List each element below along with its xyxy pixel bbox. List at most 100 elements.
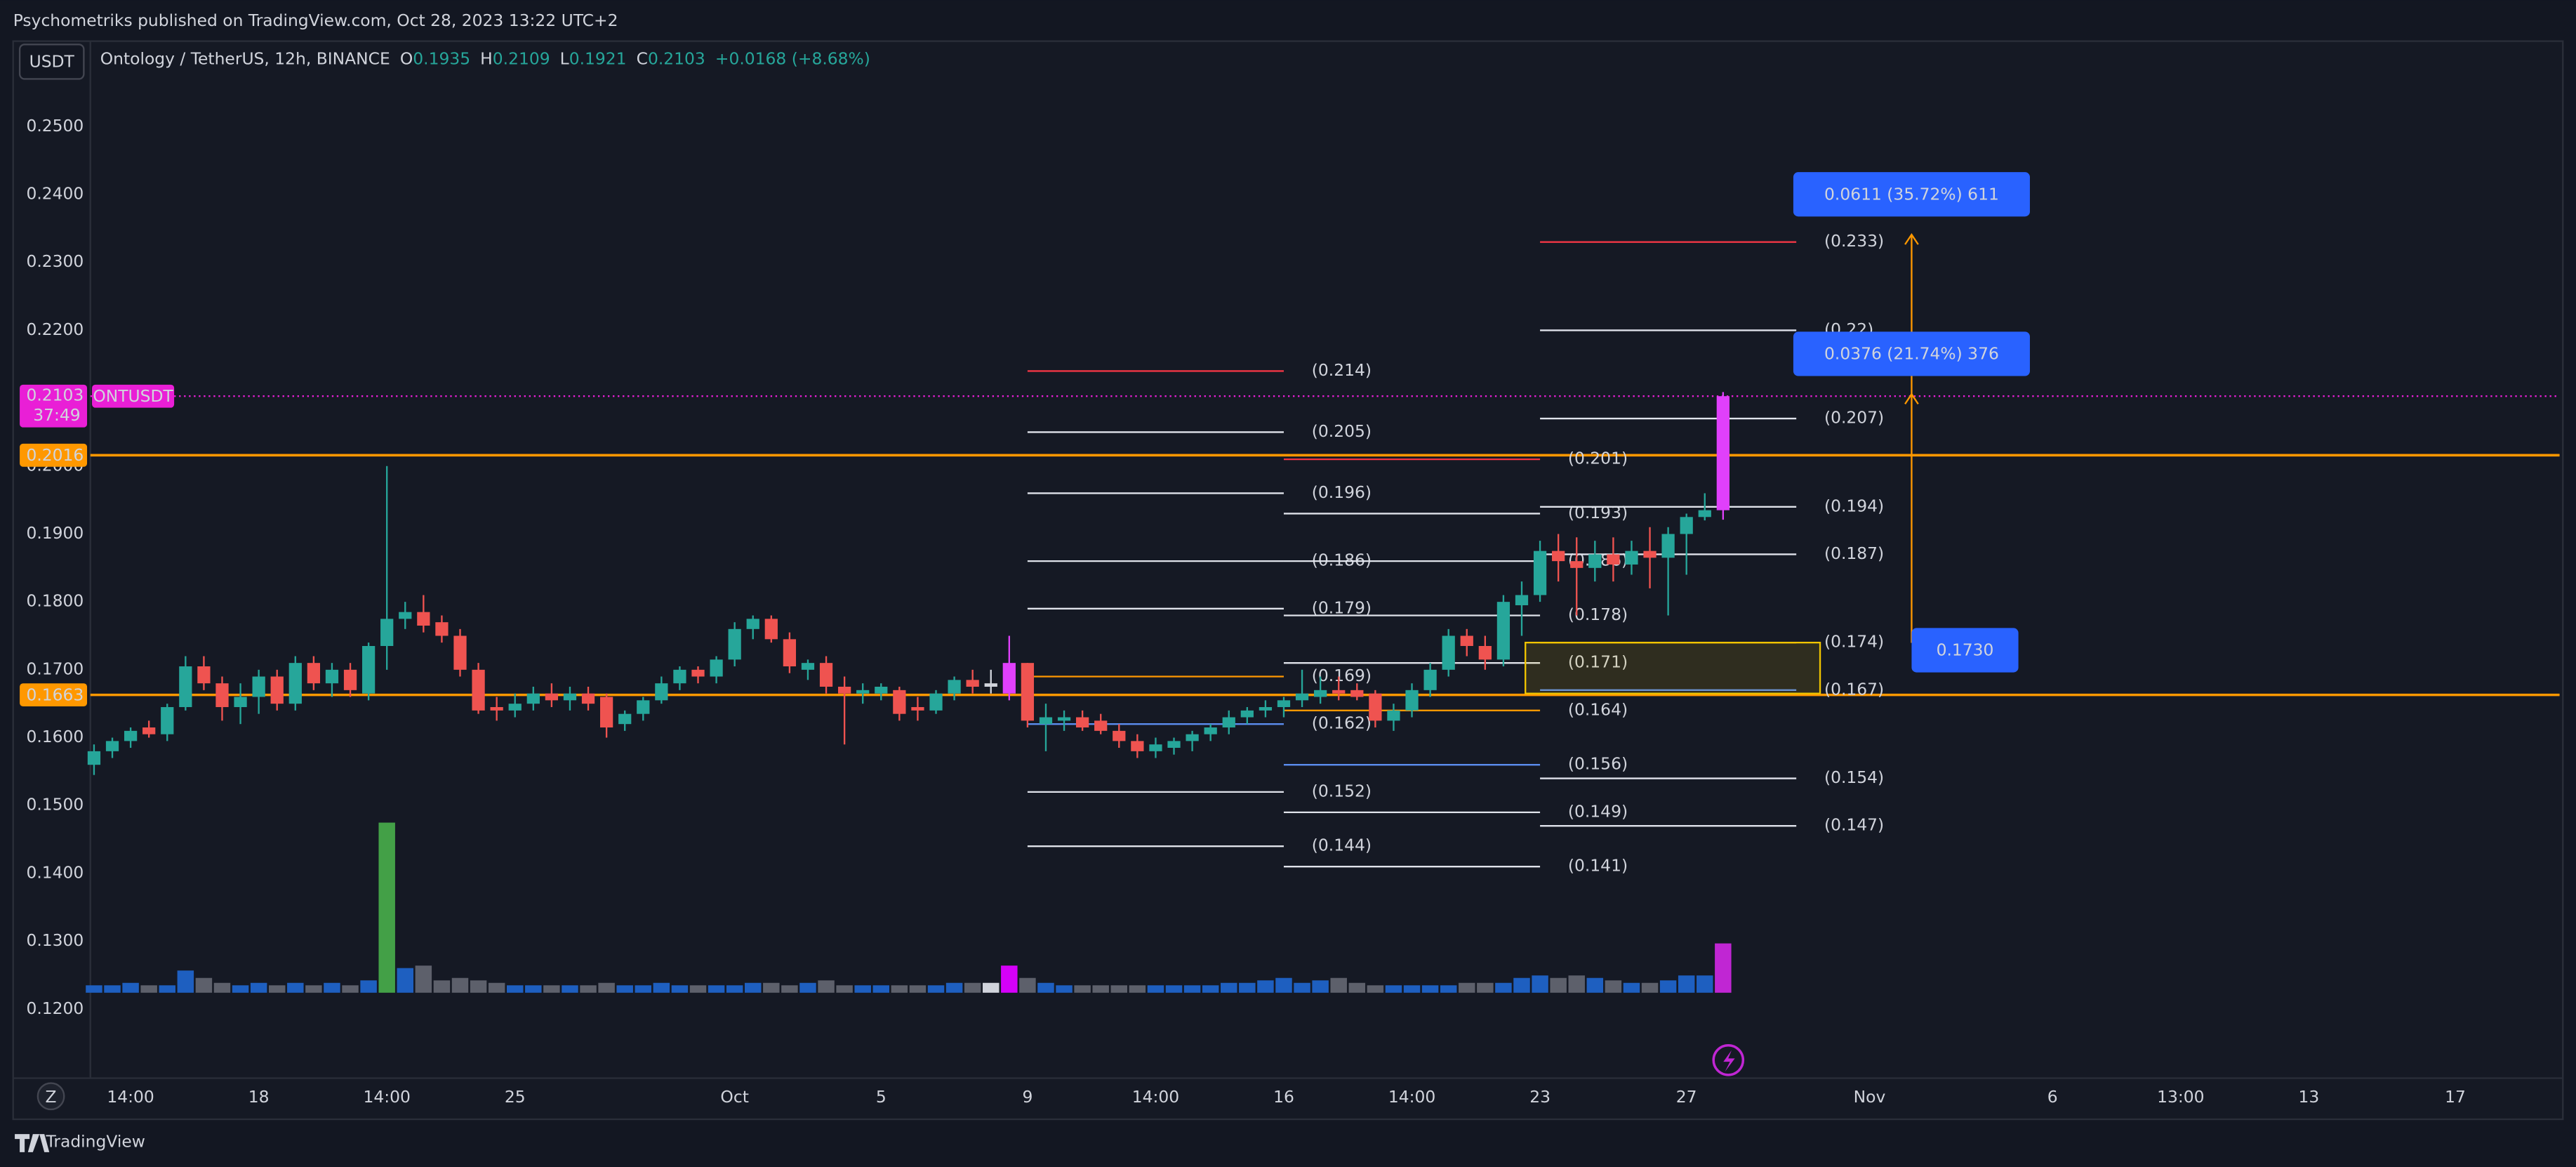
fib-label: (0.171) (1568, 652, 1628, 672)
volume-bar (1477, 982, 1494, 993)
candle-body (1204, 727, 1217, 734)
candle-body (87, 751, 101, 765)
volume-bar (1312, 980, 1329, 993)
candle-body (472, 669, 485, 711)
ohlc-key: O (400, 48, 413, 68)
candle-body (1405, 690, 1419, 711)
zone (1525, 641, 1821, 694)
volume-bar (250, 982, 267, 993)
volume-bar (1257, 980, 1274, 993)
volume-bar (1715, 943, 1732, 993)
candle-body (1295, 693, 1309, 701)
measure-arrowhead (1904, 393, 1919, 404)
x-tick-label: Oct (720, 1087, 748, 1107)
candle-body (1021, 663, 1035, 721)
candle-body (911, 707, 924, 711)
volume-bar (745, 982, 762, 993)
scale-button[interactable] (36, 1082, 65, 1111)
volume-bar (525, 985, 542, 993)
symbol: Ontology / TetherUS, 12h, BINANCE (100, 48, 390, 68)
fib-label: (0.193) (1568, 503, 1628, 522)
volume-bar (86, 985, 102, 993)
volume-bar (799, 982, 816, 993)
candle-body (124, 730, 138, 741)
volume-bar (1183, 985, 1201, 993)
candle-body (252, 676, 265, 697)
volume-bar (1403, 985, 1421, 993)
fib-label: (0.169) (1312, 666, 1372, 685)
fib-label: (0.186) (1312, 550, 1372, 570)
volume-bar (1641, 982, 1659, 993)
candle-body (1222, 717, 1235, 728)
volume-bar (1110, 985, 1128, 993)
volume-bar (1129, 985, 1146, 993)
volume-bar (397, 968, 413, 993)
logo-text: TradingView (46, 1131, 145, 1151)
measure-box (1793, 331, 2030, 376)
candle-body (1167, 741, 1181, 749)
volume-bar (1239, 982, 1256, 993)
volume-bar (891, 985, 908, 993)
candle-body (984, 683, 997, 687)
candle-body (1588, 554, 1602, 568)
fib-label: (0.147) (1824, 815, 1884, 835)
volume-bar (1092, 985, 1109, 993)
candle-body (142, 727, 156, 734)
volume-bar (927, 985, 945, 993)
volume-bar (872, 985, 890, 993)
volume-bar (378, 822, 395, 993)
candle-body (288, 663, 302, 704)
symbol-tag-label: ONTUSDT (93, 386, 173, 406)
volume-bar (1330, 977, 1347, 993)
candle-body (490, 707, 503, 711)
x-tick-label: 18 (248, 1087, 270, 1107)
candle-body (1533, 550, 1547, 595)
candle-body (1460, 635, 1473, 646)
currency-button[interactable] (18, 44, 85, 80)
x-tick-label: 14:00 (1132, 1087, 1179, 1107)
candle-body (746, 619, 759, 629)
volume-bar (451, 977, 469, 993)
volume-bar (1659, 980, 1677, 993)
measure-box (1793, 172, 2030, 217)
fib-label: (0.149) (1568, 801, 1628, 821)
measure-label: 0.0611 (35.72%) 611 (1824, 184, 1999, 204)
currency-button-label: USDT (29, 52, 75, 72)
candle-body (545, 693, 559, 701)
candle-body (343, 669, 357, 690)
volume-bar (671, 985, 689, 993)
candle-body (1552, 550, 1565, 562)
volume-bar (1165, 985, 1183, 993)
volume-bar (964, 982, 981, 993)
volume-bar (708, 985, 725, 993)
candle-body (581, 693, 595, 704)
volume-bar (562, 985, 578, 993)
events-icon[interactable] (1712, 1043, 1745, 1076)
ohlc-key: H (480, 48, 493, 68)
volume-bar (1605, 980, 1622, 993)
candle-body (1387, 710, 1400, 721)
volume-bar (470, 980, 487, 993)
volume-bar (1513, 977, 1530, 993)
volume-bar (781, 985, 798, 993)
candle-body (307, 663, 321, 684)
chart-frame (12, 40, 2564, 1121)
candle-body (637, 700, 650, 714)
candle-body (1350, 690, 1364, 697)
volume-bar (1678, 975, 1695, 993)
y-tick-label: 0.1300 (26, 930, 84, 950)
fib-label: (0.164) (1568, 699, 1628, 719)
candle-body (1625, 550, 1638, 565)
volume-bar (177, 970, 194, 993)
measure-arrowhead (1904, 232, 1919, 245)
x-tick-label: 14:00 (107, 1087, 154, 1107)
volume-bar (433, 980, 451, 993)
plot: 0.25000.24000.23000.22000.21000.20000.19… (20, 116, 2560, 1107)
volume-bar (1532, 975, 1548, 993)
candle-body (1039, 717, 1053, 725)
y-tick-label: 0.1800 (26, 591, 84, 611)
volume-bar (1056, 985, 1073, 993)
countdown: 37:49 (33, 405, 80, 425)
y-tick-label: 0.2400 (26, 184, 84, 204)
